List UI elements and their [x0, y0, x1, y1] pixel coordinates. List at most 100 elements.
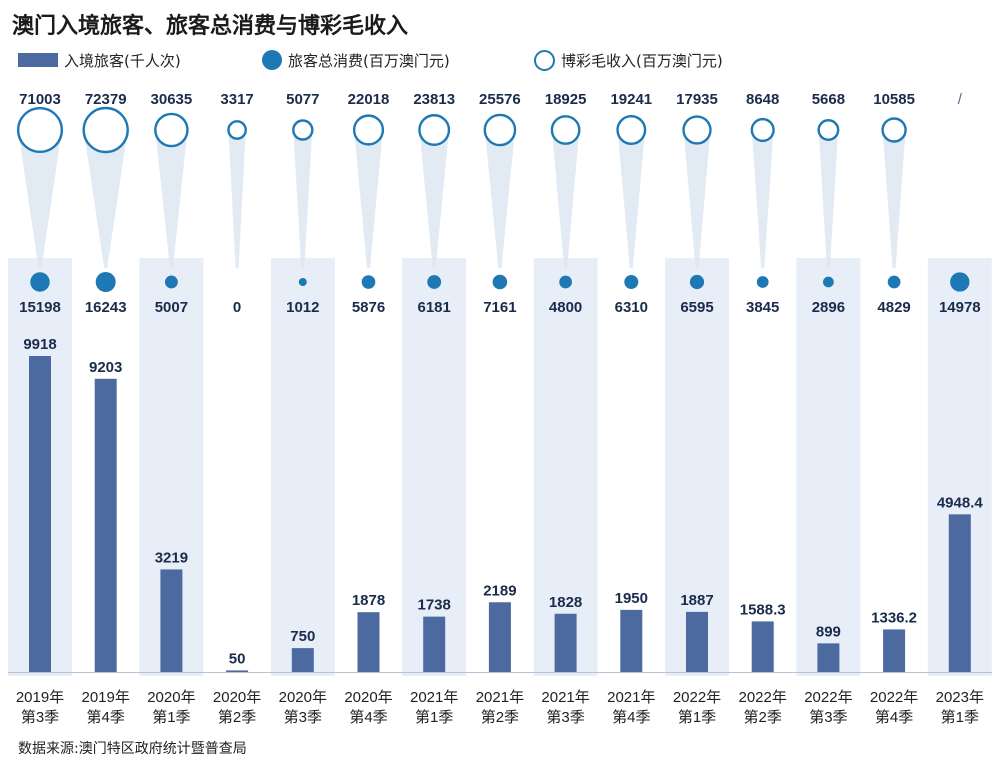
visitors-label-14: 4948.4 — [937, 494, 984, 511]
gaming-beam-5 — [354, 130, 383, 268]
category-year-9: 2021年 — [607, 689, 655, 706]
category-year-12: 2022年 — [804, 689, 852, 706]
visitors-bar-3 — [226, 670, 249, 672]
gaming-circle-6 — [418, 114, 451, 146]
visitors-label-8: 1828 — [549, 594, 582, 611]
gaming-label-1: 72379 — [85, 91, 127, 108]
visitors-bar-4 — [291, 648, 314, 672]
spending-label-14: 14978 — [939, 299, 981, 316]
gaming-beam-7 — [484, 130, 516, 268]
category-quarter-4: 第3季 — [284, 708, 322, 726]
gaming-beam-1 — [83, 130, 128, 268]
visitors-label-3: 50 — [229, 650, 246, 667]
gaming-circle-1 — [82, 106, 129, 154]
visitors-label-4: 750 — [290, 628, 315, 645]
category-quarter-0: 第3季 — [21, 708, 59, 726]
category-year-6: 2021年 — [410, 689, 458, 706]
visitors-label-5: 1878 — [352, 592, 385, 609]
category-year-2: 2020年 — [147, 689, 195, 706]
category-year-7: 2021年 — [476, 689, 524, 706]
category-quarter-12: 第3季 — [809, 708, 847, 726]
gaming-circle-12 — [817, 119, 840, 141]
column-band-4 — [270, 258, 335, 676]
category-year-10: 2022年 — [673, 689, 721, 706]
visitors-bar-2 — [160, 569, 183, 672]
gaming-beam-13 — [882, 130, 906, 268]
spending-circle-5 — [361, 275, 376, 289]
gaming-label-11: 8648 — [746, 91, 779, 108]
gaming-label-4: 5077 — [286, 91, 319, 108]
gaming-beam-3 — [228, 130, 246, 268]
gaming-label-9: 19241 — [610, 91, 652, 108]
category-quarter-9: 第4季 — [612, 708, 650, 726]
visitors-label-2: 3219 — [155, 549, 188, 566]
visitors-label-9: 1950 — [615, 590, 648, 607]
visitors-label-1: 9203 — [89, 359, 122, 376]
category-year-5: 2020年 — [344, 689, 392, 706]
category-quarter-6: 第1季 — [415, 708, 453, 726]
spending-circle-9 — [624, 275, 639, 289]
spending-label-12: 2896 — [812, 299, 845, 316]
spending-circle-0 — [30, 272, 50, 292]
category-quarter-3: 第2季 — [218, 708, 256, 726]
gaming-beam-12 — [818, 130, 839, 268]
legend-bar-swatch — [18, 53, 58, 67]
category-year-0: 2019年 — [16, 689, 64, 706]
visitors-label-12: 899 — [816, 623, 841, 640]
spending-circle-1 — [95, 272, 116, 292]
spending-label-3: 0 — [233, 299, 241, 316]
category-quarter-5: 第4季 — [349, 708, 387, 726]
visitors-bar-10 — [686, 611, 708, 672]
gaming-beam-9 — [617, 130, 646, 268]
visitors-label-13: 1336.2 — [871, 609, 917, 626]
gaming-circle-4 — [292, 119, 314, 141]
spending-label-4: 1012 — [286, 299, 319, 316]
gaming-label-2: 30635 — [151, 91, 193, 108]
gaming-beam-11 — [751, 130, 774, 268]
spending-circle-7 — [492, 274, 508, 290]
legend-spending: 旅客总消费(百万澳门元) — [262, 48, 450, 72]
category-quarter-13: 第4季 — [875, 708, 913, 726]
visitors-label-11: 1588.3 — [740, 601, 786, 618]
gaming-beam-0 — [18, 130, 62, 268]
chart-title: 澳门入境旅客、旅客总消费与博彩毛收入 — [12, 14, 409, 39]
gaming-circle-8 — [550, 115, 581, 145]
gaming-label-12: 5668 — [812, 91, 845, 108]
visitors-bar-8 — [554, 613, 577, 672]
spending-circle-4 — [298, 278, 307, 286]
gaming-label-13: 10585 — [873, 91, 915, 108]
gaming-circle-9 — [616, 115, 647, 145]
gaming-circle-11 — [750, 117, 775, 143]
gaming-circle-3 — [227, 120, 247, 140]
category-quarter-8: 第3季 — [546, 708, 584, 726]
legend-open-circle-icon — [534, 49, 555, 71]
visitors-bar-6 — [423, 616, 446, 672]
visitors-bar-11 — [751, 621, 774, 672]
spending-label-6: 6181 — [418, 299, 451, 316]
visitors-label-7: 2189 — [483, 582, 516, 599]
gaming-beam-4 — [293, 130, 313, 268]
visitors-bar-0 — [29, 356, 51, 672]
gaming-label-14: / — [958, 91, 963, 108]
visitors-label-10: 1887 — [680, 592, 713, 609]
spending-label-2: 5007 — [155, 299, 188, 316]
legend-visitors: 入境旅客(千人次) — [18, 48, 181, 72]
category-year-14: 2023年 — [936, 689, 984, 706]
category-year-1: 2019年 — [82, 689, 130, 706]
spending-circle-8 — [559, 275, 572, 289]
spending-circle-11 — [756, 276, 769, 288]
legend-gaming-label: 博彩毛收入(百万澳门元) — [561, 51, 723, 70]
visitors-bar-14 — [948, 514, 971, 672]
spending-circle-10 — [689, 274, 705, 290]
gaming-circle-0 — [16, 106, 64, 154]
visitors-bar-5 — [357, 612, 380, 672]
gaming-circle-2 — [154, 112, 189, 148]
category-year-11: 2022年 — [739, 689, 787, 706]
visitors-bar-12 — [817, 643, 840, 672]
category-year-3: 2020年 — [213, 689, 261, 706]
category-quarter-2: 第1季 — [152, 708, 190, 726]
category-quarter-11: 第2季 — [744, 708, 782, 726]
spending-circle-13 — [887, 275, 901, 289]
spending-label-5: 5876 — [352, 299, 385, 316]
